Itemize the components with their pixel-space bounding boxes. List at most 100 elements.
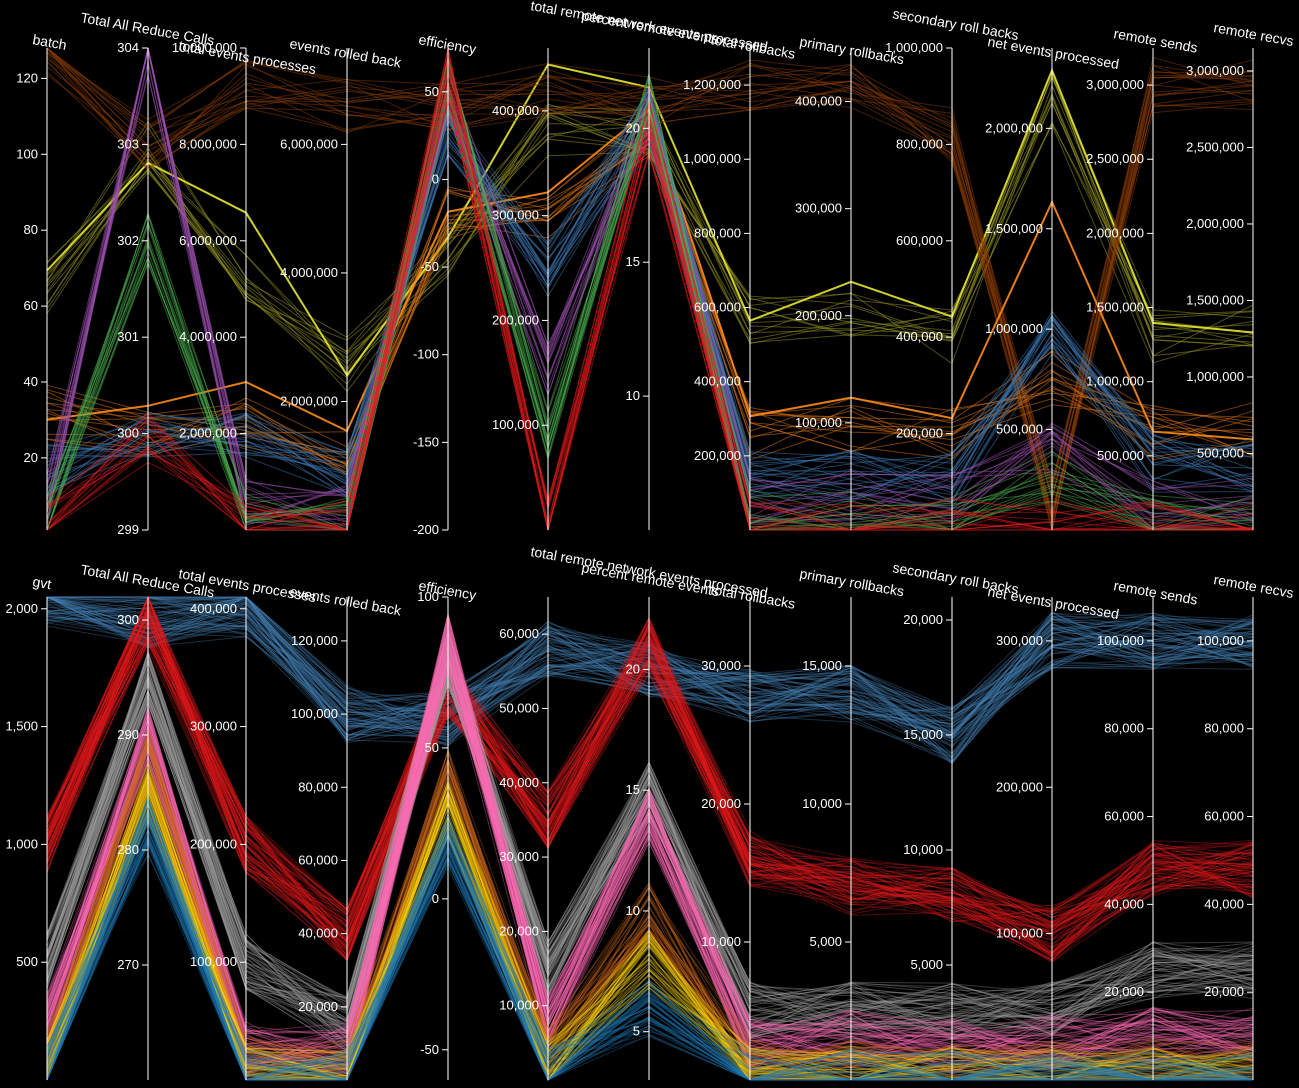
tick-label: 6,000,000 [280, 136, 338, 151]
tick-label: -150 [413, 434, 439, 449]
tick-label: 1,500,000 [1186, 292, 1244, 307]
tick-label: 10,000 [701, 934, 741, 949]
tick-label: 10,000 [903, 842, 943, 857]
tick-label: 300,000 [492, 208, 539, 223]
tick-label: 100 [417, 589, 439, 604]
tick-label: 0 [432, 891, 439, 906]
axis: 20 40 60 80 100 120 batch [16, 31, 68, 530]
tick-label: 10,000,000 [172, 40, 237, 55]
tick-label: 2,000 [5, 601, 38, 616]
axis: 200,000400,000600,000800,0001,000,000sec… [885, 5, 1020, 530]
tick-label: 100,000 [996, 926, 1043, 941]
tick-label: 400,000 [896, 329, 943, 344]
tick-label: 304 [117, 40, 139, 55]
tick-label: 15,000 [903, 727, 943, 742]
axis-title: batch [31, 31, 68, 53]
tick-label: 200,000 [896, 426, 943, 441]
tick-label: 40,000 [298, 926, 338, 941]
tick-label: 4,000,000 [179, 329, 237, 344]
tick-label: 100,000 [1197, 633, 1244, 648]
tick-label: 60,000 [499, 626, 539, 641]
series-line [46, 134, 1254, 475]
tick-label: 290 [117, 727, 139, 742]
tick-label: 1,000,000 [885, 40, 943, 55]
tick-label: 4,000,000 [280, 265, 338, 280]
tick-label: 60,000 [1104, 809, 1144, 824]
tick-label: 5,000 [809, 934, 842, 949]
tick-label: 302 [117, 233, 139, 248]
tick-label: 200,000 [795, 308, 842, 323]
tick-label: 20,000 [1204, 984, 1244, 999]
tick-label: 5 [633, 1024, 640, 1039]
tick-label: 0 [432, 171, 439, 186]
tick-label: 60,000 [298, 852, 338, 867]
tick-label: 80 [24, 222, 38, 237]
axis-title: gvt [31, 573, 52, 592]
tick-label: 600,000 [896, 233, 943, 248]
tick-label: 120,000 [291, 633, 338, 648]
tick-label: 1,000,000 [1186, 369, 1244, 384]
tick-label: 1,000,000 [1086, 374, 1144, 389]
tick-label: 50 [425, 740, 439, 755]
tick-label: 100,000 [291, 706, 338, 721]
axis: 500,000 1,000,000 1,500,000 2,000,000 2,500,… [1186, 19, 1295, 530]
tick-label: 3,000,000 [1086, 77, 1144, 92]
series-line [46, 129, 1254, 501]
tick-label: 40,000 [1204, 896, 1244, 911]
tick-label: 3,000,000 [1186, 63, 1244, 78]
axis-title: remote sends [1112, 25, 1198, 55]
tick-label: 2,000,000 [1186, 216, 1244, 231]
tick-label: 500,000 [1197, 445, 1244, 460]
tick-label: 40 [24, 374, 38, 389]
tick-label: 40,000 [1104, 896, 1144, 911]
tick-label: 2,000,000 [1086, 225, 1144, 240]
axis: 500 1,000 1,500 2,000 gvt [5, 573, 53, 1080]
tick-label: 15,000 [802, 658, 842, 673]
tick-label: 800,000 [896, 136, 943, 151]
tick-label: 270 [117, 957, 139, 972]
tick-label: 600,000 [694, 300, 741, 315]
tick-label: 800,000 [694, 225, 741, 240]
tick-label: 100,000 [190, 954, 237, 969]
tick-label: -100 [413, 347, 439, 362]
tick-label: 10,000 [499, 998, 539, 1013]
tick-label: 30,000 [499, 849, 539, 864]
tick-label: 1,500,000 [985, 221, 1043, 236]
tick-label: 303 [117, 136, 139, 151]
tick-label: 10 [626, 903, 640, 918]
tick-label: 40,000 [499, 775, 539, 790]
tick-label: 5,000 [910, 957, 943, 972]
tick-label: 1,500 [5, 719, 38, 734]
tick-label: 2,000,000 [280, 393, 338, 408]
polyline-layer [46, 47, 1254, 531]
tick-label: 400,000 [694, 374, 741, 389]
tick-label: 60,000 [1204, 809, 1244, 824]
tick-label: 300,000 [190, 719, 237, 734]
tick-label: 301 [117, 329, 139, 344]
tick-label: 400,000 [492, 103, 539, 118]
tick-label: 200,000 [996, 779, 1043, 794]
axis-title: primary rollbacks [798, 565, 905, 599]
axis-title: remote sends [1112, 577, 1198, 607]
tick-label: 20,000 [701, 796, 741, 811]
tick-label: 299 [117, 522, 139, 537]
tick-label: 30,000 [701, 658, 741, 673]
tick-label: 6,000,000 [179, 233, 237, 248]
tick-label: 80,000 [1104, 721, 1144, 736]
tick-label: 500,000 [1097, 448, 1144, 463]
tick-label: 50,000 [499, 700, 539, 715]
tick-label: 200,000 [694, 448, 741, 463]
tick-label: 280 [117, 842, 139, 857]
tick-label: 200,000 [190, 836, 237, 851]
tick-label: 100,000 [1097, 633, 1144, 648]
tick-label: 1,000,000 [683, 151, 741, 166]
tick-label: 300,000 [795, 201, 842, 216]
tick-label: 20,000 [1104, 984, 1144, 999]
tick-label: 1,000,000 [985, 321, 1043, 336]
tick-label: 50 [425, 84, 439, 99]
axis-title: remote recvs [1212, 19, 1294, 49]
tick-label: 400,000 [190, 601, 237, 616]
tick-label: 300 [117, 426, 139, 441]
tick-label: 20 [626, 120, 640, 135]
axis-title: net events processed [986, 33, 1120, 72]
